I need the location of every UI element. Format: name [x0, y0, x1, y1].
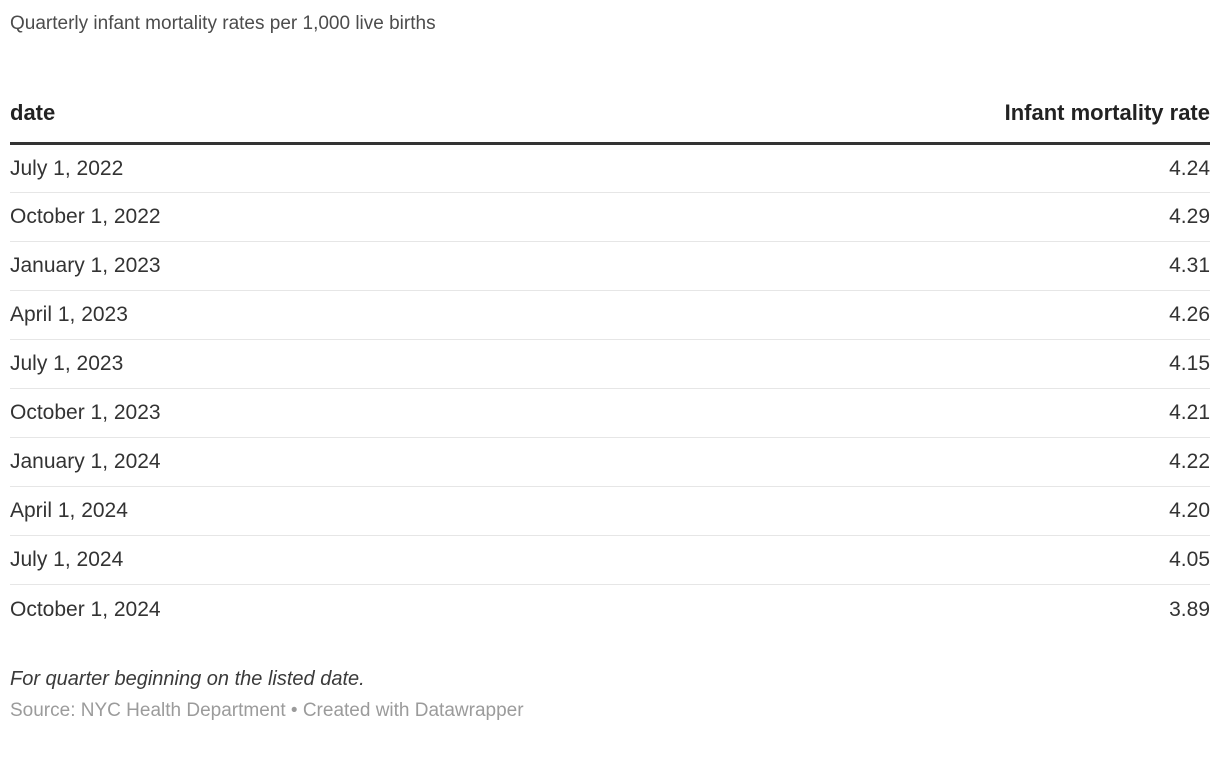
table-row: July 1, 2023 4.15: [10, 339, 1210, 388]
table-row: January 1, 2024 4.22: [10, 437, 1210, 486]
date-cell: April 1, 2024: [10, 499, 128, 523]
table-row: April 1, 2024 4.20: [10, 486, 1210, 535]
rate-cell: 4.31: [1169, 254, 1210, 278]
date-cell: July 1, 2024: [10, 548, 124, 572]
table-row: October 1, 2024 3.89: [10, 584, 1210, 633]
rate-cell: 4.05: [1169, 548, 1210, 572]
date-cell: July 1, 2023: [10, 352, 124, 376]
rate-cell: 3.89: [1169, 597, 1210, 621]
date-cell: April 1, 2023: [10, 303, 128, 327]
rate-cell: 4.20: [1169, 499, 1210, 523]
rate-cell: 4.21: [1169, 401, 1210, 425]
table-row: July 1, 2024 4.05: [10, 535, 1210, 584]
rate-cell: 4.29: [1169, 205, 1210, 229]
rate-cell: 4.24: [1169, 156, 1210, 180]
table-header-row: date Infant mortality rate: [10, 100, 1210, 144]
table-footnote: For quarter beginning on the listed date…: [10, 668, 365, 691]
rate-cell: 4.15: [1169, 352, 1210, 376]
table-row: July 1, 2022 4.24: [10, 143, 1210, 192]
date-cell: October 1, 2022: [10, 205, 161, 229]
date-cell: July 1, 2022: [10, 156, 124, 180]
date-cell: October 1, 2024: [10, 597, 161, 621]
rate-cell: 4.26: [1169, 303, 1210, 327]
table-body: July 1, 2022 4.24 October 1, 2022 4.29 Janua…: [10, 143, 1210, 633]
chart-title: Quarterly infant mortality rates per 1,0…: [10, 13, 436, 34]
table-row: April 1, 2023 4.26: [10, 290, 1210, 339]
table-row: October 1, 2023 4.21: [10, 388, 1210, 437]
table-row: January 1, 2023 4.31: [10, 241, 1210, 290]
date-cell: January 1, 2024: [10, 450, 161, 474]
source-line: Source: NYC Health Department • Created …: [10, 700, 524, 722]
data-table: date Infant mortality rate July 1, 2022 4…: [10, 100, 1210, 634]
date-cell: January 1, 2023: [10, 254, 161, 278]
rate-cell: 4.22: [1169, 450, 1210, 474]
column-header-date: date: [10, 99, 56, 125]
date-cell: October 1, 2023: [10, 401, 161, 425]
column-header-infant-mortality-rate: Infant mortality rate: [1004, 99, 1210, 125]
table-row: October 1, 2022 4.29: [10, 192, 1210, 241]
